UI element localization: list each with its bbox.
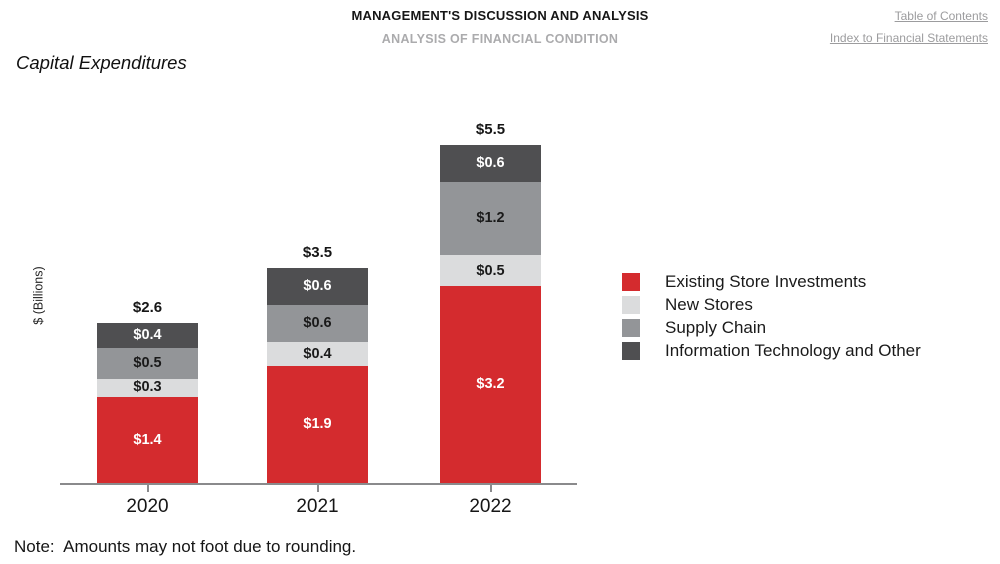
page-title: Capital Expenditures xyxy=(16,52,187,73)
legend-label: Supply Chain xyxy=(665,318,767,337)
legend-item: Existing Store Investments xyxy=(622,272,921,291)
bar-2022: $5.5 $0.6 $1.2 $0.5 $3.2 xyxy=(440,121,541,483)
legend-label: Existing Store Investments xyxy=(665,272,867,291)
bar-segment: $0.3 xyxy=(97,378,198,397)
x-axis-label: 2022 xyxy=(469,496,512,517)
bar-segment: $1.4 xyxy=(97,396,198,483)
bar-segment: $3.2 xyxy=(440,286,541,483)
bar-total-label: $2.6 xyxy=(132,299,163,317)
legend-item: Information Technology and Other xyxy=(622,341,921,360)
legend-swatch xyxy=(622,296,640,314)
bar-segment: $0.5 xyxy=(440,255,541,287)
plot-area: $2.6 $0.4 $0.5 $0.3 $1.4 2020 $3.5 $0.6 $0.6 $0.4… xyxy=(60,100,577,517)
bar-segment: $0.6 xyxy=(267,267,368,305)
bar-segment: $1.9 xyxy=(267,366,368,483)
capital-expenditures-chart: $ (Billions) $2.6 $0.4 $0.5 $0.3 $1.4 2020 $3.… xyxy=(0,85,620,535)
bar-segment: $1.2 xyxy=(440,181,541,256)
bar-segment: $0.4 xyxy=(267,341,368,367)
axis-tick xyxy=(316,485,319,492)
axis-tick xyxy=(146,485,149,492)
header-title: MANAGEMENT'S DISCUSSION AND ANALYSIS xyxy=(351,8,649,23)
bar-2020: $2.6 $0.4 $0.5 $0.3 $1.4 xyxy=(97,299,198,483)
legend-label: Information Technology and Other xyxy=(665,341,921,360)
bar-segment: $0.6 xyxy=(267,304,368,342)
header-subtitle: ANALYSIS OF FINANCIAL CONDITION xyxy=(381,32,619,46)
x-axis-label: 2021 xyxy=(296,496,339,517)
bar-segment: $0.6 xyxy=(440,144,541,182)
y-axis-label: $ (Billions) xyxy=(31,266,46,325)
index-to-financial-statements-link[interactable]: Index to Financial Statements xyxy=(829,31,988,45)
x-axis-label: 2020 xyxy=(126,496,169,517)
header-links: Table of Contents Index to Financial Sta… xyxy=(830,9,988,53)
page-header: MANAGEMENT'S DISCUSSION AND ANALYSIS ANA… xyxy=(0,8,1000,46)
footnote: Note: Amounts may not foot due to roundi… xyxy=(14,537,357,556)
axis-tick xyxy=(489,485,492,492)
table-of-contents-link[interactable]: Table of Contents xyxy=(894,9,988,23)
bar-segment: $0.5 xyxy=(97,347,198,379)
bar-total-label: $5.5 xyxy=(475,120,506,138)
legend-swatch xyxy=(622,319,640,337)
legend-swatch xyxy=(622,342,640,360)
legend-label: New Stores xyxy=(665,295,753,314)
bar-total-label: $3.5 xyxy=(302,243,333,261)
legend-item: Supply Chain xyxy=(622,318,921,337)
bar-segment: $0.4 xyxy=(97,323,198,348)
bar-2021: $3.5 $0.6 $0.6 $0.4 $1.9 xyxy=(267,244,368,483)
chart-legend: Existing Store Investments New Stores Supp… xyxy=(622,272,921,365)
legend-swatch xyxy=(622,273,640,291)
legend-item: New Stores xyxy=(622,295,921,314)
